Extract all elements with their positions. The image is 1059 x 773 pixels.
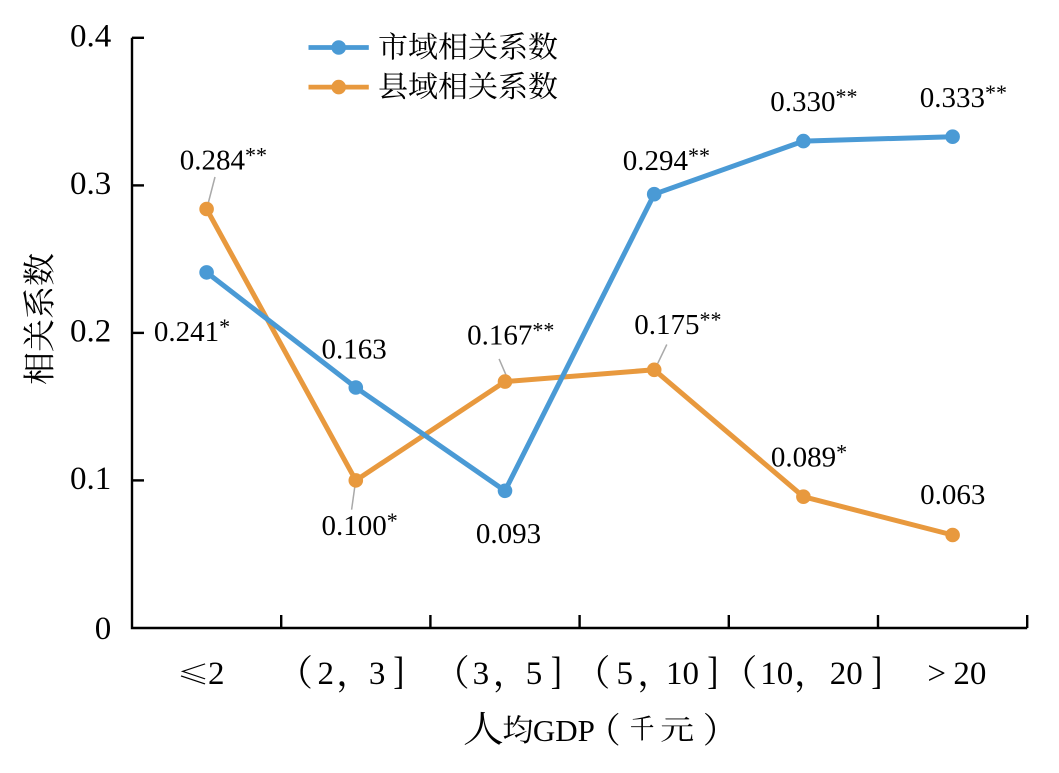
svg-text:5: 5 [617,656,634,692]
svg-text:0.4: 0.4 [70,18,111,54]
svg-text:0.163: 0.163 [322,334,387,366]
svg-text:0.100*: 0.100* [322,508,398,542]
svg-text:0.063: 0.063 [920,479,985,511]
svg-text:20: 20 [830,656,863,692]
svg-text:0.241*: 0.241* [154,314,230,348]
svg-text:0.093: 0.093 [476,518,541,550]
svg-text:0.3: 0.3 [70,166,111,202]
svg-text:20: 20 [953,656,986,692]
svg-text:0.1: 0.1 [70,461,111,497]
svg-text:0: 0 [95,611,112,647]
svg-text:5: 5 [526,656,543,692]
svg-text:10: 10 [760,656,793,692]
svg-text:2: 2 [318,656,335,692]
svg-text:3: 3 [473,656,490,692]
svg-text:]: ] [393,649,404,692]
svg-text:2: 2 [208,656,225,692]
svg-text:]: ] [707,649,718,692]
svg-text:0.089*: 0.089* [771,440,847,474]
svg-text:3: 3 [369,656,386,692]
svg-text:0.2: 0.2 [70,313,111,349]
svg-text:10: 10 [666,656,699,692]
svg-text:>: > [927,656,946,692]
svg-text:]: ] [551,649,562,692]
svg-text:]: ] [871,649,882,692]
svg-text:GDP: GDP [533,713,595,748]
